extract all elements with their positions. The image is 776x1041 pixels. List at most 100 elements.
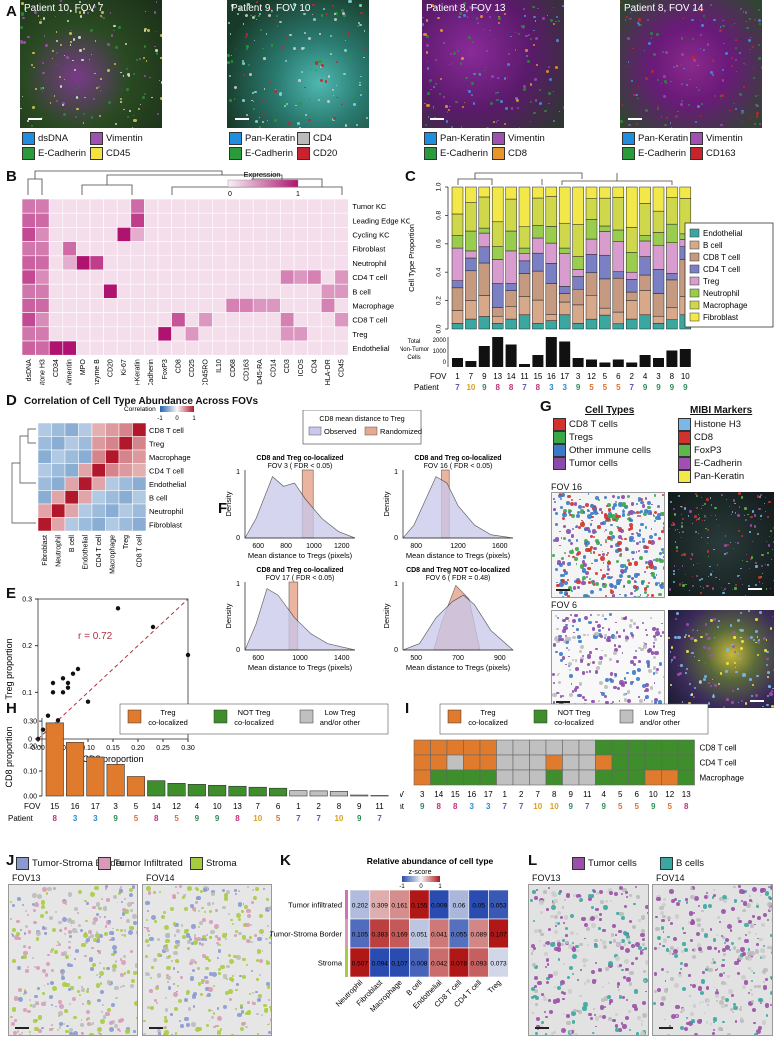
legend-label: Histone H3 — [694, 419, 741, 431]
heatmap-cell — [144, 298, 159, 313]
heatmap-cell — [239, 241, 254, 257]
x-tick-label: 0.30 — [181, 745, 195, 752]
heatmap-cell — [62, 340, 77, 356]
row-color-bar — [345, 890, 348, 919]
correlation-cell — [37, 463, 52, 478]
stacked-segment — [558, 186, 571, 224]
fov-label: FOV13 — [12, 873, 41, 883]
heatmap-cell — [157, 283, 172, 299]
heatmap-cell — [293, 255, 308, 271]
stacked-segment — [585, 295, 598, 320]
fov-label: 3 — [113, 802, 118, 811]
grid-cell — [661, 754, 679, 771]
legend-swatch — [553, 418, 566, 431]
heatmap-cell — [307, 227, 322, 242]
heatmap-cell — [252, 227, 268, 242]
stacked-segment — [572, 269, 584, 277]
fov-image-title: Patient 10, FOV 7 — [24, 3, 104, 14]
correlation-cell — [78, 476, 93, 491]
grid-cell — [595, 754, 613, 771]
cell-value: 0.053 — [490, 903, 507, 910]
stacked-segment — [572, 288, 584, 306]
patient-label: 10 — [253, 814, 262, 823]
legend-label-line2: and/or other — [640, 718, 681, 727]
correlation-cell — [51, 422, 66, 437]
heatmap-cell — [103, 326, 118, 342]
heatmap-cell — [116, 255, 132, 271]
heatmap-cell — [103, 312, 118, 328]
fov-label: 16 — [71, 802, 80, 811]
correlation-cell — [105, 490, 120, 505]
y-tick-label: 1 — [236, 469, 240, 476]
stacked-segment — [518, 314, 531, 330]
patient-label: 9 — [670, 383, 675, 392]
grid-cell — [562, 754, 580, 771]
stacked-segment — [612, 229, 625, 242]
heatmap-cell — [293, 241, 308, 257]
legend-title: Expression — [243, 170, 280, 179]
x-tick-label: 0.10 — [81, 745, 95, 752]
stacked-segment — [532, 270, 544, 301]
panel-label-e: E — [6, 585, 17, 602]
patient-label: 3 — [486, 802, 491, 811]
row-label: CD8 T cell — [700, 744, 737, 753]
legend-label-line1: Low Treg — [325, 708, 356, 717]
legend-label-line1: NOT Treg — [238, 708, 271, 717]
grid-cell — [413, 754, 431, 771]
grid-cell — [512, 754, 530, 771]
y-tick-label: 0.1 — [22, 690, 32, 697]
fov-label: 1 — [455, 372, 460, 381]
marker-legend-item: Vimentin — [90, 132, 143, 145]
grid-cell — [430, 754, 448, 771]
row-label: Fibroblast — [149, 520, 183, 529]
correlation-cell — [51, 503, 66, 518]
panel-label-j: J — [6, 852, 15, 869]
identity-line — [37, 598, 189, 740]
heatmap-cell — [171, 255, 186, 271]
heatmap-cell — [307, 241, 322, 257]
heatmap-cell — [320, 340, 336, 356]
heatmap-cell — [252, 255, 268, 271]
marker-legend-item: E-Cadherin — [424, 147, 488, 160]
total-bar — [492, 337, 504, 367]
heatmap-cell — [239, 227, 254, 242]
stacked-segment — [585, 197, 598, 220]
stacked-segment — [545, 196, 558, 227]
column-label: Ki-67 — [121, 359, 128, 375]
column-label: CD4 — [311, 359, 318, 373]
legend-label: Tregs — [569, 432, 593, 444]
heatmap-cell — [225, 312, 240, 328]
fov-label: 7 — [256, 802, 261, 811]
heatmap-cell — [35, 326, 50, 342]
cell-value: 0.094 — [372, 961, 389, 968]
marker-legend-item: Pan-Keratin — [229, 132, 295, 145]
heatmap-cell — [144, 283, 159, 299]
row-label: Neutrophil — [352, 259, 387, 268]
fov-label: 9 — [569, 790, 574, 799]
total-bar — [679, 349, 691, 367]
scatter-point — [60, 690, 66, 695]
heatmap-cell — [116, 312, 132, 328]
correlation-cell — [78, 422, 93, 437]
stacked-segment — [666, 242, 678, 274]
legend-label-line1: NOT Treg — [558, 708, 591, 717]
column-dendrogram — [27, 170, 343, 195]
fov-label: 13 — [682, 790, 691, 799]
stacked-segment — [505, 250, 517, 284]
legend-tick: -1 — [157, 416, 163, 422]
stacked-segment — [585, 272, 598, 296]
heatmap-cell — [21, 340, 36, 356]
patient-label: 10 — [533, 802, 542, 811]
cell-value: 0.507 — [352, 961, 369, 968]
column-label: IL10 — [216, 359, 223, 373]
heatmap-cell — [252, 198, 268, 214]
legend-label-line1: Treg — [480, 708, 495, 717]
heatmap-cell — [35, 255, 50, 271]
heatmap-cell — [144, 312, 159, 328]
heatmap-cell — [252, 340, 268, 356]
correlation-cell — [78, 517, 93, 532]
observed-density — [244, 476, 356, 539]
heatmap-cell — [21, 326, 36, 342]
grid-cell — [529, 769, 547, 786]
fov-label: 5 — [134, 802, 139, 811]
